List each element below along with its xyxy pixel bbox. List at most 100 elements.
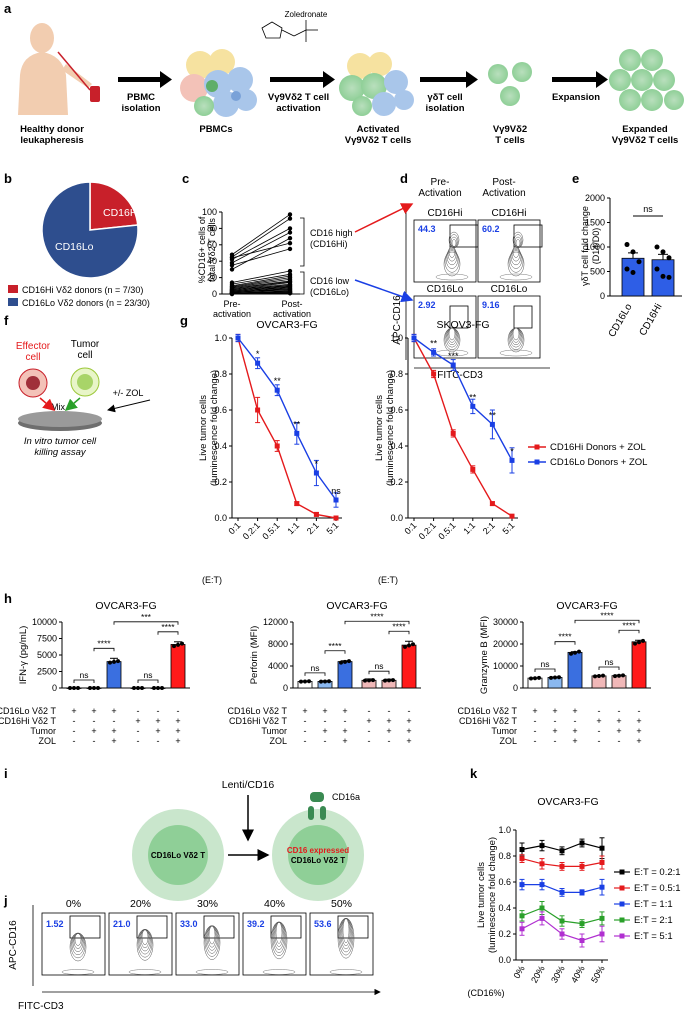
d-contour <box>451 239 457 247</box>
d-contour <box>448 245 456 258</box>
series-point <box>450 362 456 368</box>
c-low-label: CD16 low (CD16Lo) <box>310 276 350 297</box>
h-point <box>557 675 561 680</box>
e-category: CD16Hi <box>638 302 665 338</box>
h-row-label: CD16Lo Vδ2 T <box>0 706 56 716</box>
e-ytick-label: 1500 <box>585 218 605 228</box>
c-donor-line <box>231 281 291 290</box>
f-zol-label: +/- ZOL <box>113 388 144 398</box>
k-series-point <box>539 905 545 911</box>
d-contour <box>512 245 520 258</box>
panel-label-j: j <box>3 893 8 908</box>
c-category-line: Pre- <box>223 299 240 309</box>
k-ytick-label: 0.0 <box>498 955 511 965</box>
d-col-title-line: Post- <box>492 177 515 188</box>
arrow-label: γδT cell isolation <box>425 92 464 114</box>
xtick-label: 1:1 <box>461 520 477 536</box>
h-sig-bracket <box>344 620 410 625</box>
j-contour <box>141 929 149 946</box>
h-bar <box>401 644 417 689</box>
h-point <box>68 686 72 690</box>
c-donor-line <box>231 285 291 292</box>
d-contour <box>448 327 456 341</box>
series-line <box>237 337 337 501</box>
c-donor-point <box>287 268 293 274</box>
h-point <box>617 673 621 678</box>
j-contour <box>275 922 283 944</box>
h-sig-bracket <box>73 679 95 683</box>
k-series-point <box>539 915 545 921</box>
series-point <box>450 430 456 436</box>
h-bar <box>631 641 647 689</box>
j-title: 20% <box>130 898 151 910</box>
h-sign: + <box>552 726 557 736</box>
h-ytick-label: 8000 <box>268 639 288 649</box>
h-point <box>96 686 100 690</box>
stage-label-line: Healthy donor <box>20 124 84 135</box>
c-ylabel-line: total Vδ2 T cells <box>207 218 217 282</box>
h-sign: + <box>406 736 411 746</box>
h-sign: - <box>73 716 76 726</box>
g-ylabel-right-line: Live tumor cells <box>374 395 385 461</box>
j-title: 0% <box>66 898 81 910</box>
h-point <box>411 642 415 647</box>
j-contour <box>195 969 229 975</box>
sig-mark: ** <box>430 338 438 348</box>
k-series-point <box>579 921 585 927</box>
ytick-label: 0.6 <box>390 405 403 415</box>
d-gate-value: 2.92 <box>418 300 436 310</box>
c-donor-point <box>287 240 293 246</box>
c-ytick-label: 60 <box>207 240 217 250</box>
d-gate-value: 44.3 <box>418 224 436 234</box>
h-point <box>601 673 605 678</box>
h-bar <box>170 644 186 689</box>
h-point <box>160 686 164 690</box>
k-series-point <box>539 861 545 867</box>
h-point <box>72 686 76 690</box>
e-point <box>654 266 660 272</box>
panel-b: b CD16Hi CD16Lo CD16Hi Vδ2 donors (n = 7… <box>4 171 150 308</box>
panel-h: h 0 2500 5000 7500 10000 OVCAR3-FG IFN-γ (pg/m… <box>0 591 651 746</box>
k-ylabel-line: Live tumor cells <box>476 862 487 928</box>
d-contour <box>449 234 459 248</box>
workflow-arrow-head <box>596 71 608 88</box>
h-sign: - <box>554 736 557 746</box>
ytick-label: 0.8 <box>390 369 403 379</box>
xtick-label: 0.2:1 <box>241 520 262 541</box>
e-ytick-label: 1000 <box>585 242 605 252</box>
h-sign: + <box>636 736 641 746</box>
f-tumor-label-line: Tumor <box>71 339 100 350</box>
h-point <box>156 686 160 690</box>
sig-mark: ** <box>469 392 477 402</box>
d-col-title: Post-Activation <box>482 177 525 199</box>
h-point <box>112 659 116 664</box>
k-series-point <box>559 931 565 937</box>
h-bar <box>106 661 122 689</box>
sig-mark: * <box>315 459 319 469</box>
g-ylabel-left-line: (luminescence fold change) <box>209 370 220 486</box>
d-contour <box>512 231 524 249</box>
g-ylabel-left-line: Live tumor cells <box>198 395 209 461</box>
h-sig-bracket <box>113 621 179 625</box>
sig-mark: *** <box>448 351 459 361</box>
panel-g: g 0.00.20.40.60.81.00:10.2:10.5:1 1:1 2:1 5… <box>180 313 647 585</box>
panel-i: i CD16Lo Vδ2 T CD16 expressed CD16Lo Vδ2… <box>4 766 364 901</box>
h-sig-mark: ns <box>541 659 550 669</box>
h-point <box>371 678 375 683</box>
h-sign: + <box>322 726 327 736</box>
xtick-label: 2:1 <box>481 520 497 536</box>
h-ytick-label: 12000 <box>263 617 288 627</box>
c-donor-line <box>231 278 291 288</box>
zoledronate-structure <box>261 20 318 42</box>
c-donor-line <box>231 287 291 292</box>
k-series-point <box>519 847 525 852</box>
panel-label-i: i <box>4 766 8 781</box>
h-point <box>299 679 303 684</box>
c-donor-line <box>231 291 291 294</box>
c-category: Pre-activation <box>213 299 251 319</box>
d-contour <box>444 250 460 273</box>
d-contour <box>499 349 533 357</box>
k-ylabel: Live tumor cells(luminescence fold chang… <box>476 837 498 953</box>
